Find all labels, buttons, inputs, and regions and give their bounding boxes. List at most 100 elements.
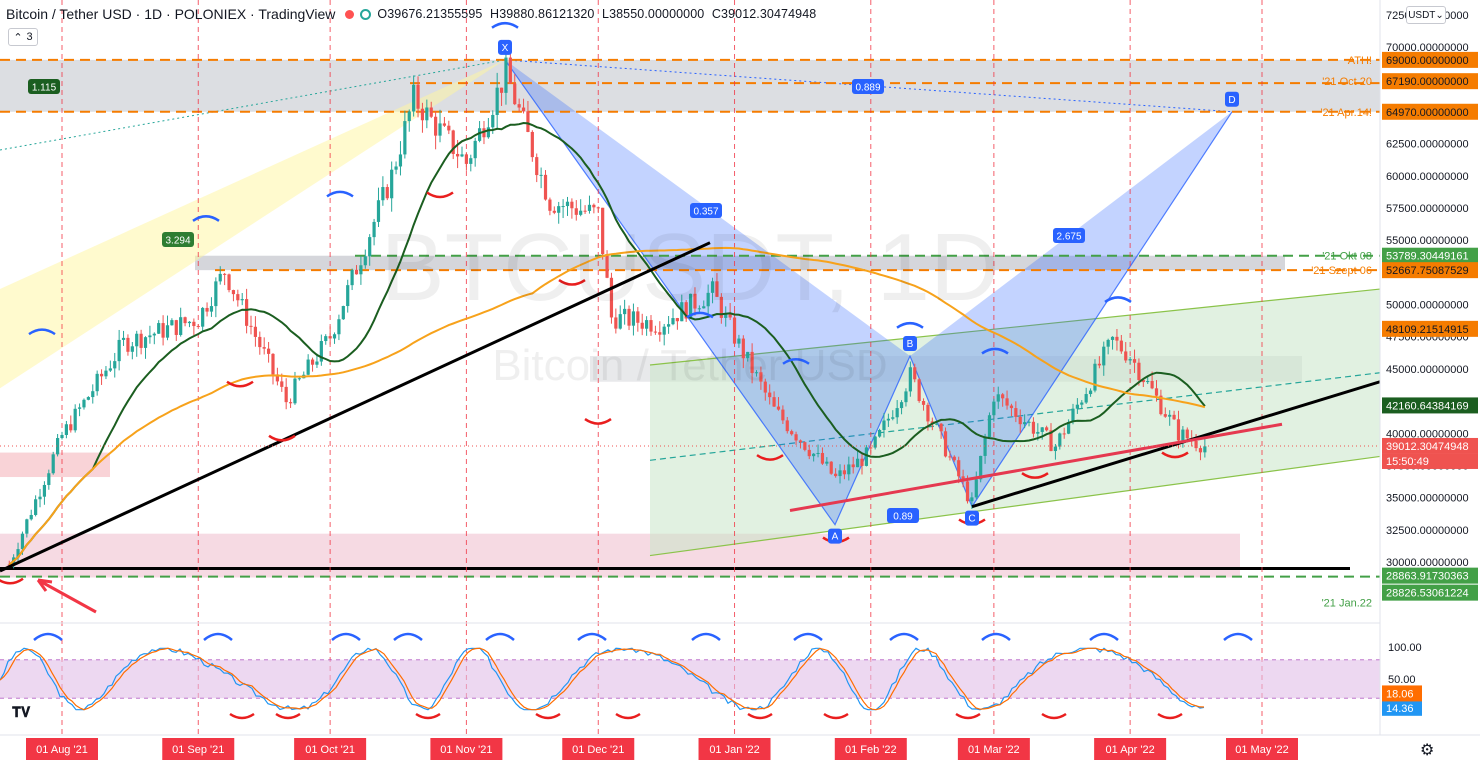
price-tag[interactable]: 28826.53061224 '21 Jan.22 bbox=[1322, 584, 1478, 610]
swing-low-arc bbox=[756, 454, 784, 461]
candle-body bbox=[1084, 394, 1088, 403]
time-tick[interactable]: 01 Dec '21 bbox=[562, 738, 635, 760]
candle-body bbox=[464, 154, 468, 164]
candle bbox=[77, 403, 82, 417]
candle bbox=[715, 273, 719, 298]
time-tick[interactable]: 01 Sep '21 bbox=[162, 738, 235, 760]
red-support-trendline[interactable] bbox=[789, 422, 1283, 512]
time-tick[interactable]: 01 Feb '22 bbox=[834, 738, 907, 760]
price-tag-bg bbox=[1382, 584, 1478, 601]
candle bbox=[29, 509, 33, 521]
price-tag[interactable]: 69000.00000000 ATH! bbox=[1348, 51, 1478, 68]
candle bbox=[856, 450, 860, 468]
candle bbox=[869, 444, 873, 454]
time-tick[interactable]: 01 Mar '22 bbox=[957, 738, 1030, 760]
stoch-d-line[interactable] bbox=[0, 647, 1205, 711]
channel-mid-line[interactable] bbox=[649, 372, 1381, 461]
ratio-badge-bg bbox=[1053, 228, 1085, 243]
price-tag-bg bbox=[1382, 437, 1478, 454]
price-tag[interactable]: 42160.64384169 bbox=[1382, 397, 1478, 414]
ratio-badge[interactable]: 0.357 bbox=[690, 203, 722, 218]
candle-body bbox=[653, 331, 658, 333]
candle bbox=[1172, 410, 1176, 420]
stochastic-pane[interactable] bbox=[0, 622, 1480, 720]
candle-body bbox=[1110, 336, 1115, 340]
long-term-uptrend-line[interactable] bbox=[0, 241, 711, 573]
ratio-badge[interactable]: 0.889 bbox=[852, 79, 884, 94]
candle-body bbox=[1137, 362, 1141, 381]
price-tag[interactable]: 28863.91730363 bbox=[1382, 567, 1478, 584]
candle-body bbox=[645, 320, 649, 329]
stoch-tag[interactable]: 14.36 bbox=[1382, 699, 1422, 716]
ratio-badge[interactable]: 0.89 bbox=[887, 508, 919, 523]
candle-body bbox=[1203, 446, 1207, 453]
stoch-tag[interactable]: 18.06 bbox=[1382, 685, 1422, 702]
point-badge bbox=[828, 528, 842, 544]
candle bbox=[1181, 426, 1185, 448]
indicator-count-toggle[interactable]: ⌃ 3 bbox=[8, 28, 38, 46]
harmonic-point-b[interactable]: B bbox=[903, 336, 917, 351]
gear-icon[interactable]: ⚙ bbox=[1420, 742, 1435, 759]
channel-lower-line[interactable] bbox=[649, 455, 1381, 557]
candle-body bbox=[895, 408, 899, 418]
harmonic-xd-line bbox=[504, 59, 1233, 113]
price-tag[interactable]: 64970.00000000 '21 Apr.14! bbox=[1320, 103, 1478, 120]
candle-body bbox=[1009, 405, 1014, 409]
time-tick[interactable]: 01 Jan '22 bbox=[698, 738, 771, 760]
candle-body bbox=[873, 436, 877, 448]
price-tag[interactable]: 53789.30449161 '21 Okt 08 bbox=[1322, 247, 1478, 264]
candle bbox=[913, 363, 917, 383]
symbol-title[interactable]: Bitcoin / Tether USD · 1D · POLONIEX · T… bbox=[6, 6, 336, 22]
price-axis[interactable]: 72500.0000000070000.0000000067500.000000… bbox=[1311, 0, 1480, 735]
time-axis[interactable]: 01 Aug '21 01 Sep '21 01 Oct '21 01 Nov '21… bbox=[0, 734, 1480, 766]
candle bbox=[798, 439, 803, 449]
candle-body bbox=[697, 308, 701, 310]
candle-body bbox=[636, 311, 640, 323]
harmonic-point-c[interactable]: C bbox=[965, 510, 979, 526]
candle bbox=[42, 481, 47, 505]
currency-selector[interactable]: USDT ⌄ bbox=[1406, 6, 1446, 24]
ratio-badge[interactable]: 3.294 bbox=[162, 232, 194, 247]
time-tick[interactable]: 01 May '22 bbox=[1226, 738, 1298, 760]
candle bbox=[1053, 444, 1058, 460]
candle bbox=[245, 288, 249, 334]
time-tick[interactable]: 01 Aug '21 bbox=[26, 738, 98, 760]
price-tag-value: 53789.30449161 bbox=[1386, 251, 1469, 263]
candle-body bbox=[1141, 380, 1145, 383]
harmonic-point-d[interactable]: D bbox=[1225, 91, 1239, 107]
candle bbox=[741, 335, 745, 369]
candle-body bbox=[192, 321, 196, 327]
candle-body bbox=[319, 341, 323, 362]
stoch-tag-value: 18.06 bbox=[1386, 688, 1414, 700]
candle-body bbox=[86, 397, 90, 400]
price-tag[interactable]: 52667.75087529 '21 Szept 06 bbox=[1311, 262, 1478, 279]
ratio-badge[interactable]: 2.675 bbox=[1053, 228, 1085, 243]
ratio-badge-bg bbox=[690, 203, 722, 218]
time-tick[interactable]: 01 Nov '21 bbox=[430, 738, 503, 760]
price-tag[interactable]: 67190.00000000 '21 Oct 20 bbox=[1322, 73, 1478, 90]
channel-upper-line[interactable] bbox=[649, 288, 1381, 366]
price-tag[interactable]: 48109.21514915 bbox=[1382, 320, 1478, 337]
candle-body bbox=[135, 333, 139, 347]
main-pane[interactable]: X A B C D 1.115 3.294 0.889 0.357 2.675 0.89 BTCUSD… bbox=[0, 0, 1381, 735]
harmonic-point-a[interactable]: A bbox=[828, 528, 842, 544]
ratio-badge[interactable]: 1.115 bbox=[28, 79, 60, 94]
time-tick[interactable]: 01 Oct '21 bbox=[294, 738, 367, 760]
high-value: 39880.86121320 bbox=[499, 7, 595, 21]
candle bbox=[640, 313, 644, 336]
price-tick: 62500.00000000 bbox=[1386, 139, 1469, 151]
candle-body bbox=[605, 254, 609, 278]
price-tag[interactable]: 39012.30474948 15:50:49 bbox=[1382, 437, 1478, 469]
harmonic-pattern-path[interactable] bbox=[504, 59, 1233, 526]
candle-body bbox=[266, 348, 271, 354]
ma-fast-line[interactable] bbox=[8, 121, 1206, 566]
ma-slow-line[interactable] bbox=[8, 246, 1206, 566]
candle-body bbox=[91, 391, 95, 398]
candle bbox=[592, 203, 596, 214]
candle bbox=[1084, 387, 1088, 404]
harmonic-point-x[interactable]: X bbox=[498, 39, 512, 55]
candle bbox=[1018, 409, 1022, 434]
time-tick[interactable]: 01 Apr '22 bbox=[1094, 738, 1167, 760]
candle-body bbox=[341, 306, 345, 320]
